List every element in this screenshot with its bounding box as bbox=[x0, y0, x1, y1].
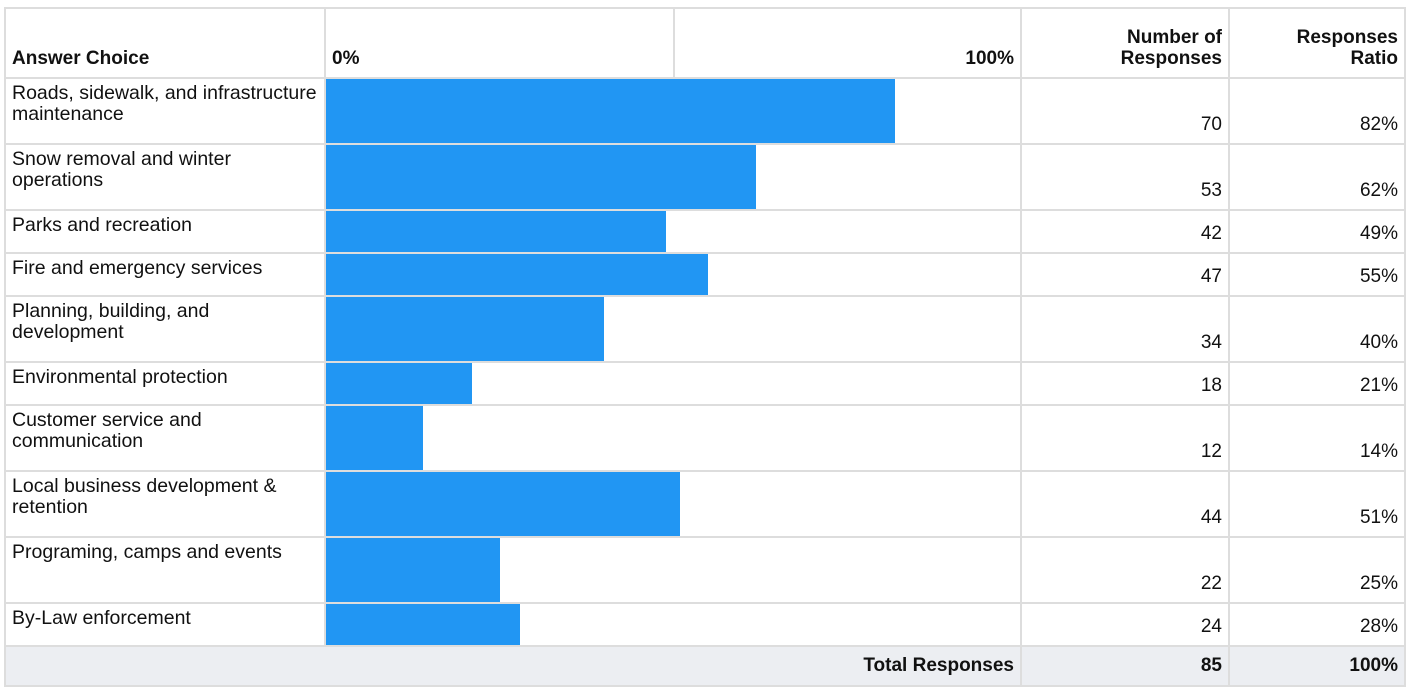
bar-cell bbox=[324, 602, 1022, 647]
bar-cell bbox=[324, 143, 1022, 211]
number-header-line1: Number of bbox=[1127, 27, 1222, 48]
total-count: 85 bbox=[1020, 645, 1230, 687]
bar bbox=[326, 254, 708, 295]
response-count: 70 bbox=[1020, 77, 1230, 145]
bar-cell bbox=[324, 536, 1022, 604]
response-count: 47 bbox=[1020, 252, 1230, 297]
table-row: Roads, sidewalk, and infrastructure main… bbox=[4, 77, 1406, 145]
table-row: Planning, building, and development 34 40% bbox=[4, 295, 1406, 363]
table-row: By-Law enforcement 24 28% bbox=[4, 602, 1406, 647]
bar bbox=[326, 363, 472, 404]
table-row: Parks and recreation 42 49% bbox=[4, 209, 1406, 254]
bar-cell bbox=[324, 209, 1022, 254]
bar bbox=[326, 297, 604, 361]
total-row: Total Responses 85 100% bbox=[4, 645, 1406, 687]
ratio-header-line2: Ratio bbox=[1350, 48, 1399, 69]
bar bbox=[326, 406, 424, 470]
response-count: 12 bbox=[1020, 404, 1230, 472]
response-ratio: 14% bbox=[1228, 404, 1406, 472]
response-ratio: 21% bbox=[1228, 361, 1406, 406]
table-row: Local business development & retention 44… bbox=[4, 470, 1406, 538]
table-row: Programing, camps and events 22 25% bbox=[4, 536, 1406, 604]
bar bbox=[326, 211, 667, 252]
bar bbox=[326, 604, 521, 645]
answer-choice-label: Programing, camps and events bbox=[4, 536, 326, 604]
bar-cell bbox=[324, 77, 1022, 145]
bar-cell bbox=[324, 404, 1022, 472]
bar-cell bbox=[324, 470, 1022, 538]
table-row: Snow removal and winter operations 53 62% bbox=[4, 143, 1406, 211]
bar bbox=[326, 145, 757, 209]
response-count: 18 bbox=[1020, 361, 1230, 406]
answer-choice-label: Local business development & retention bbox=[4, 470, 326, 538]
response-ratio: 82% bbox=[1228, 77, 1406, 145]
answer-choice-label: By-Law enforcement bbox=[4, 602, 326, 647]
response-count: 42 bbox=[1020, 209, 1230, 254]
scale-midline bbox=[673, 9, 675, 77]
total-ratio: 100% bbox=[1228, 645, 1406, 687]
response-count: 24 bbox=[1020, 602, 1230, 647]
answer-choice-label: Fire and emergency services bbox=[4, 252, 326, 297]
answer-choice-header: Answer Choice bbox=[4, 7, 326, 79]
header-row: Answer Choice 0% 100% Number of Response… bbox=[4, 7, 1406, 79]
bar-cell bbox=[324, 252, 1022, 297]
responses-ratio-header: Responses Ratio bbox=[1228, 7, 1406, 79]
answer-choice-label: Customer service and communication bbox=[4, 404, 326, 472]
bar bbox=[326, 79, 896, 143]
bar bbox=[326, 538, 500, 602]
scale-min-label: 0% bbox=[332, 48, 360, 69]
response-ratio: 51% bbox=[1228, 470, 1406, 538]
response-count: 34 bbox=[1020, 295, 1230, 363]
answer-choice-label: Roads, sidewalk, and infrastructure main… bbox=[4, 77, 326, 145]
table-row: Customer service and communication 12 14% bbox=[4, 404, 1406, 472]
response-count: 53 bbox=[1020, 143, 1230, 211]
answer-choice-label: Parks and recreation bbox=[4, 209, 326, 254]
bar-cell bbox=[324, 361, 1022, 406]
response-count: 22 bbox=[1020, 536, 1230, 604]
response-ratio: 49% bbox=[1228, 209, 1406, 254]
answer-choice-label: Environmental protection bbox=[4, 361, 326, 406]
scale-max-label: 100% bbox=[965, 48, 1014, 69]
response-count: 44 bbox=[1020, 470, 1230, 538]
ratio-header-line1: Responses bbox=[1296, 27, 1398, 48]
response-ratio: 25% bbox=[1228, 536, 1406, 604]
number-of-responses-header: Number of Responses bbox=[1020, 7, 1230, 79]
table-row: Fire and emergency services 47 55% bbox=[4, 252, 1406, 297]
bar bbox=[326, 472, 680, 536]
answer-choice-label: Planning, building, and development bbox=[4, 295, 326, 363]
response-ratio: 40% bbox=[1228, 295, 1406, 363]
bar-scale-header: 0% 100% bbox=[324, 7, 1022, 79]
response-ratio: 28% bbox=[1228, 602, 1406, 647]
survey-results-table: Answer Choice 0% 100% Number of Response… bbox=[4, 7, 1406, 687]
number-header-line2: Responses bbox=[1120, 48, 1222, 69]
table-row: Environmental protection 18 21% bbox=[4, 361, 1406, 406]
bar-cell bbox=[324, 295, 1022, 363]
answer-choice-label: Snow removal and winter operations bbox=[4, 143, 326, 211]
total-label: Total Responses bbox=[4, 645, 1022, 687]
response-ratio: 55% bbox=[1228, 252, 1406, 297]
response-ratio: 62% bbox=[1228, 143, 1406, 211]
